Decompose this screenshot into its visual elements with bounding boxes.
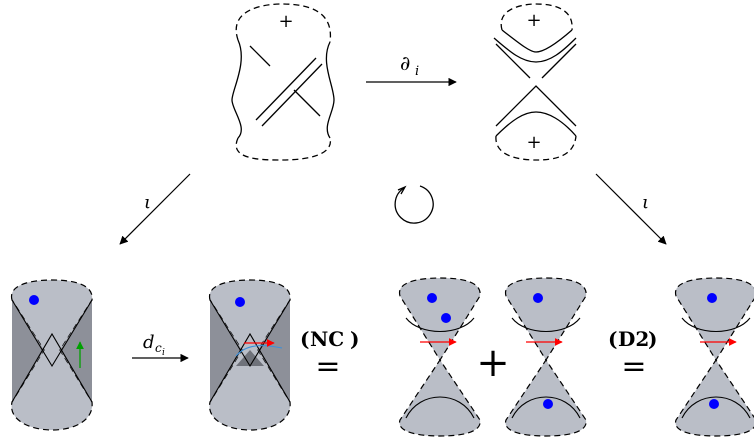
surface-5-dot-1 [707,293,717,303]
d2-close-paren: ) [648,327,657,351]
region-plus-label-top: + [526,10,541,31]
surface-2-dot [235,297,245,307]
bottom-arrow-label: d [143,332,155,353]
d2-relation: ( D2 ) = [608,327,657,384]
nc-relation: ( NC ) = [300,327,359,384]
surface-1-dot [29,295,39,305]
equals-sign-1: = [315,349,340,384]
surface-4-dot-2 [543,399,553,409]
d2-open-paren: ( [608,327,617,351]
surface-5-dot-2 [709,399,719,409]
top-arrow-subscript: i [415,64,419,79]
plus-operator: + [476,340,510,386]
nc-open-paren: ( [300,327,309,351]
circular-arrow-icon [394,185,434,224]
surface-1 [10,279,93,431]
nc-label: NC [310,327,344,351]
top-arrow: ∂ i [366,51,457,87]
nc-close-paren: ) [350,327,359,351]
surface-3 [399,277,481,437]
equals-sign-2: = [621,349,646,384]
bottom-arrow: d c i [132,332,189,363]
crossing-diagram: + [231,3,335,161]
iota-left-label: ι [144,192,151,213]
left-diagonal-arrow: ι [119,173,191,245]
d2-label: D2 [618,327,649,351]
region-plus-label: + [278,11,293,32]
region-plus-label-bottom: + [526,132,541,153]
resolved-diagram: + + [493,3,577,161]
surface-3-dot-1 [427,293,437,303]
surface-5 [675,277,754,437]
surface-2 [208,279,291,431]
surface-4-dot-1 [533,293,543,303]
top-arrow-label: ∂ [400,51,410,75]
bottom-arrow-subsubscript: i [162,348,165,358]
right-diagonal-arrow: ι [595,173,667,245]
bottom-arrow-subscript: c [155,341,162,355]
surface-3-dot-2 [441,313,451,323]
surface-4 [505,277,587,437]
iota-right-label: ι [642,192,649,213]
